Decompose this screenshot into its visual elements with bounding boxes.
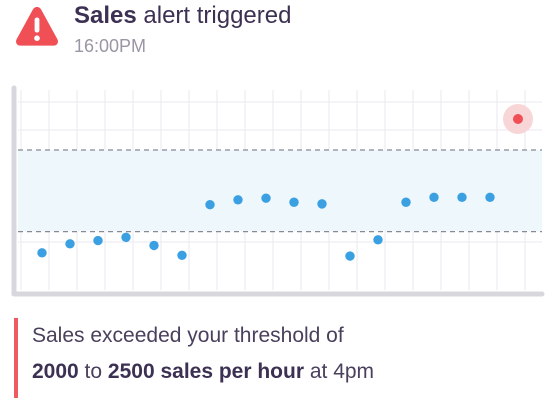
data-point [261,193,271,203]
data-point [65,239,75,249]
warning-triangle-icon [16,7,58,46]
alert-data-point [513,114,523,125]
alert-time: 16:00PM [74,36,147,56]
data-point [317,199,327,209]
data-point [37,248,47,258]
message-suffix: at 4pm [304,360,375,383]
chart-points [37,104,533,261]
sales-chart [11,85,545,297]
alert-message: Sales exceeded your threshold of 2000 to… [14,318,544,398]
data-point [289,197,299,207]
alert-title-rest: alert triggered [136,2,292,29]
threshold-band [18,150,542,232]
data-point [457,192,467,203]
alert-header: Sales alert triggered 16:00PM [14,2,291,56]
threshold-max-phrase: 2500 sales per hour [107,360,305,383]
data-point [149,240,159,251]
data-point [345,251,355,261]
data-point [177,250,187,260]
alert-title-strong: Sales [74,2,137,29]
message-line-2: 2000 to 2500 sales per hour at 4pm [32,354,544,390]
data-point [485,192,495,203]
data-point [121,232,131,243]
message-line-1: Sales exceeded your threshold of [32,324,344,347]
threshold-min-value: 2000 [32,360,79,383]
data-point [93,235,103,246]
data-point [401,197,411,207]
data-point [429,192,439,203]
alert-title: Sales alert triggered [74,2,291,30]
data-point [233,195,243,205]
data-point [373,235,383,245]
data-point [205,199,215,210]
message-to: to [78,360,108,383]
